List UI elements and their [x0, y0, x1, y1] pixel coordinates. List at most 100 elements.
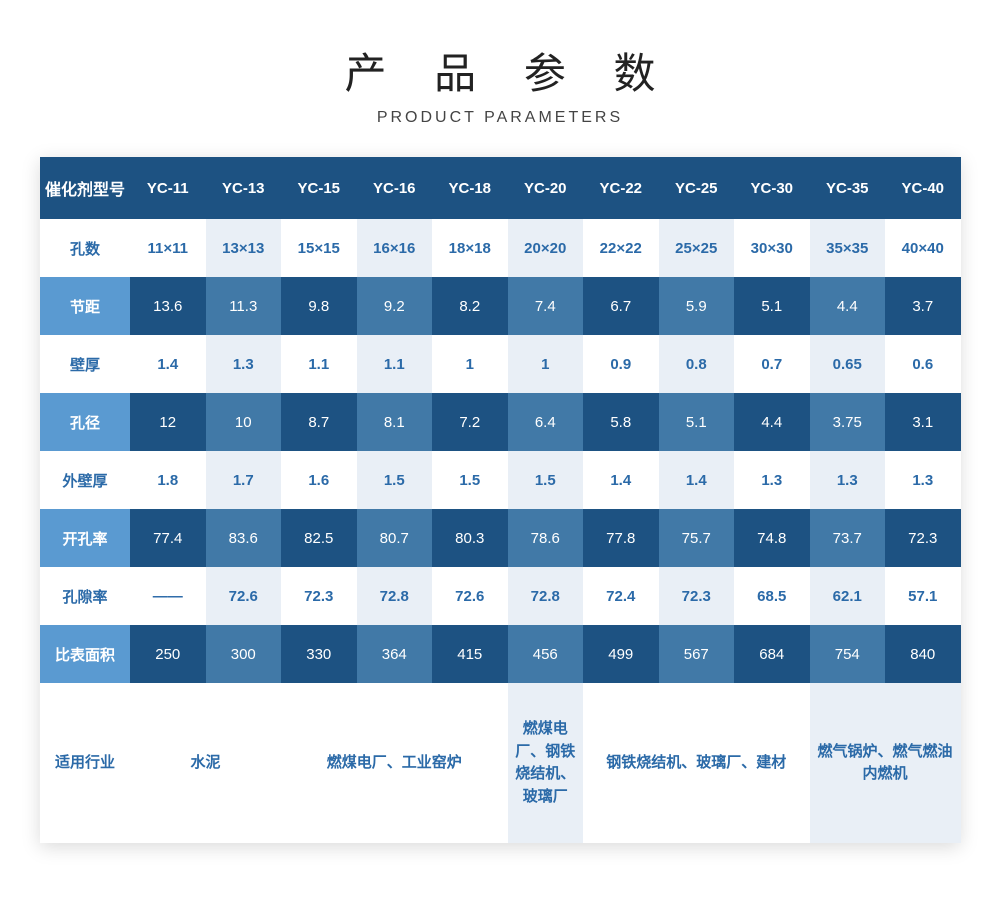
- data-cell: 22×22: [583, 219, 659, 277]
- data-cell: 1.4: [659, 451, 735, 509]
- data-cell: 12: [130, 393, 206, 451]
- data-cell: 1.3: [810, 451, 886, 509]
- data-cell: 72.6: [206, 567, 282, 625]
- row-label: 比表面积: [40, 625, 130, 683]
- data-cell: 8.2: [432, 277, 508, 335]
- data-cell: 83.6: [206, 509, 282, 567]
- row-label: 孔隙率: [40, 567, 130, 625]
- data-cell: 754: [810, 625, 886, 683]
- data-cell: 0.7: [734, 335, 810, 393]
- table-row: 比表面积250300330364415456499567684754840: [40, 625, 961, 683]
- row-label: 外壁厚: [40, 451, 130, 509]
- data-cell: 72.6: [432, 567, 508, 625]
- data-cell: 0.65: [810, 335, 886, 393]
- industry-cell: 燃煤电厂、钢铁烧结机、玻璃厂: [508, 683, 584, 843]
- data-cell: 5.1: [659, 393, 735, 451]
- title-chinese: 产 品 参 数: [0, 40, 1000, 101]
- data-cell: 300: [206, 625, 282, 683]
- row-label: 孔数: [40, 219, 130, 277]
- data-cell: 6.4: [508, 393, 584, 451]
- data-cell: 456: [508, 625, 584, 683]
- data-cell: 1.4: [130, 335, 206, 393]
- data-cell: 72.3: [885, 509, 961, 567]
- data-cell: 13.6: [130, 277, 206, 335]
- data-cell: 16×16: [357, 219, 433, 277]
- data-cell: 82.5: [281, 509, 357, 567]
- data-cell: 13×13: [206, 219, 282, 277]
- data-cell: 1: [508, 335, 584, 393]
- table-row: 壁厚1.41.31.11.1110.90.80.70.650.6: [40, 335, 961, 393]
- data-cell: 78.6: [508, 509, 584, 567]
- data-cell: 72.3: [659, 567, 735, 625]
- header-model-YC-15: YC-15: [281, 157, 357, 219]
- table-row: 孔径12108.78.17.26.45.85.14.43.753.1: [40, 393, 961, 451]
- data-cell: 330: [281, 625, 357, 683]
- data-cell: 5.9: [659, 277, 735, 335]
- table-row: 孔数11×1113×1315×1516×1618×1820×2022×2225×…: [40, 219, 961, 277]
- data-cell: 3.7: [885, 277, 961, 335]
- row-label: 孔径: [40, 393, 130, 451]
- data-cell: 3.75: [810, 393, 886, 451]
- header-model-YC-40: YC-40: [885, 157, 961, 219]
- data-cell: 1.6: [281, 451, 357, 509]
- data-cell: 11.3: [206, 277, 282, 335]
- data-cell: 68.5: [734, 567, 810, 625]
- data-cell: 415: [432, 625, 508, 683]
- row-label: 开孔率: [40, 509, 130, 567]
- data-cell: 250: [130, 625, 206, 683]
- data-cell: 364: [357, 625, 433, 683]
- data-cell: 1.1: [281, 335, 357, 393]
- header-model-YC-18: YC-18: [432, 157, 508, 219]
- data-cell: 6.7: [583, 277, 659, 335]
- data-cell: 1.3: [206, 335, 282, 393]
- data-cell: 72.8: [357, 567, 433, 625]
- row-label: 壁厚: [40, 335, 130, 393]
- data-cell: 74.8: [734, 509, 810, 567]
- table-row: 节距13.611.39.89.28.27.46.75.95.14.43.7: [40, 277, 961, 335]
- data-cell: 7.4: [508, 277, 584, 335]
- data-cell: 5.1: [734, 277, 810, 335]
- data-cell: 10: [206, 393, 282, 451]
- data-cell: 499: [583, 625, 659, 683]
- data-cell: 9.8: [281, 277, 357, 335]
- data-cell: 73.7: [810, 509, 886, 567]
- industry-cell: 钢铁烧结机、玻璃厂、建材: [583, 683, 810, 843]
- data-cell: 1.5: [432, 451, 508, 509]
- data-cell: 1.5: [357, 451, 433, 509]
- header-model-YC-25: YC-25: [659, 157, 735, 219]
- data-cell: 1.4: [583, 451, 659, 509]
- header-model-YC-11: YC-11: [130, 157, 206, 219]
- data-cell: 77.4: [130, 509, 206, 567]
- data-cell: 840: [885, 625, 961, 683]
- data-cell: 1.8: [130, 451, 206, 509]
- table-body: 孔数11×1113×1315×1516×1618×1820×2022×2225×…: [40, 219, 961, 843]
- header-model-YC-30: YC-30: [734, 157, 810, 219]
- data-cell: 7.2: [432, 393, 508, 451]
- data-cell: 0.6: [885, 335, 961, 393]
- table-row: 开孔率77.483.682.580.780.378.677.875.774.87…: [40, 509, 961, 567]
- table-row: 外壁厚1.81.71.61.51.51.51.41.41.31.31.3: [40, 451, 961, 509]
- table-header-row: 催化剂型号 YC-11YC-13YC-15YC-16YC-18YC-20 YC-2…: [40, 157, 961, 219]
- data-cell: 9.2: [357, 277, 433, 335]
- header-model-YC-20: YC-20: [508, 157, 584, 219]
- data-cell: 80.3: [432, 509, 508, 567]
- data-cell: 80.7: [357, 509, 433, 567]
- industry-cell: 燃煤电厂、工业窑炉: [281, 683, 508, 843]
- table-row-industries: 适用行业水泥燃煤电厂、工业窑炉燃煤电厂、钢铁烧结机、玻璃厂钢铁烧结机、玻璃厂、建…: [40, 683, 961, 843]
- table-row: 孔隙率——72.672.372.872.672.872.472.368.562.…: [40, 567, 961, 625]
- title-block: 产 品 参 数 PRODUCT PARAMETERS: [0, 40, 1000, 127]
- header-model-YC-16: YC-16: [357, 157, 433, 219]
- header-model-YC-13: YC-13: [206, 157, 282, 219]
- header-label-cell: 催化剂型号: [40, 157, 130, 219]
- header-model-YC-35: YC-35: [810, 157, 886, 219]
- industry-cell: 燃气锅炉、燃气燃油内燃机: [810, 683, 961, 843]
- data-cell: 40×40: [885, 219, 961, 277]
- data-cell: 62.1: [810, 567, 886, 625]
- data-cell: 72.4: [583, 567, 659, 625]
- data-cell: 72.8: [508, 567, 584, 625]
- row-label: 适用行业: [40, 683, 130, 843]
- data-cell: 1.7: [206, 451, 282, 509]
- data-cell: 5.8: [583, 393, 659, 451]
- data-cell: 8.1: [357, 393, 433, 451]
- data-cell: 18×18: [432, 219, 508, 277]
